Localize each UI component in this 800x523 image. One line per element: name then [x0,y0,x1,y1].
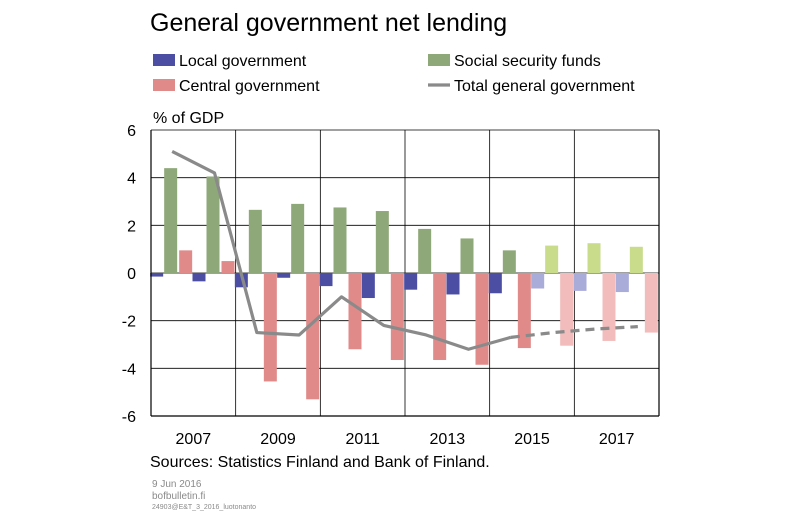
footer-date: 9 Jun 2016 [152,479,202,490]
bar-social-security-funds-2007 [164,168,178,273]
bar-central-government-2010 [306,273,320,400]
bar-social-security-funds-2011 [333,207,347,273]
legend-swatch-social-security-funds [428,54,450,66]
bar-central-government-2012 [390,273,404,360]
y-tick-label: 0 [127,266,136,283]
legend-swatch-local-government [153,54,175,66]
bar-central-government-2015 [517,273,531,349]
x-tick-label: 2011 [345,431,380,448]
legend-label-total-general-government: Total general government [454,78,635,95]
bar-social-security-funds-2009 [248,209,262,273]
bar-central-government-2009 [263,273,277,382]
bar-central-government-2017 [602,273,616,341]
source-note: Sources: Statistics Finland and Bank of … [150,454,490,471]
chart-title: General government net lending [150,9,507,37]
bar-social-security-funds-2016 [545,245,559,273]
bar-social-security-funds-2015 [502,250,516,273]
total-line-actual [171,150,512,351]
footer-code: 24903@E&T_3_2016_luotonanto [152,504,256,511]
bar-local-government-2017 [573,273,587,291]
x-tick-label: 2007 [176,431,212,448]
bar-social-security-funds-2012 [375,211,389,273]
bar-central-government-2013 [433,273,447,360]
bar-local-government-2008 [192,273,206,282]
bar-local-government-2013 [404,273,418,290]
bar-social-security-funds-2014 [460,238,474,273]
y-tick-label: -6 [122,409,136,426]
legend-swatch-central-government [153,79,175,91]
x-tick-label: 2015 [514,431,550,448]
x-tick-label: 2017 [599,431,635,448]
bar-social-security-funds-2013 [418,228,432,273]
y-axis-unit-label: % of GDP [153,110,224,127]
legend-label-local-government: Local government [179,53,307,70]
total-line-group [171,150,638,351]
bar-local-government-2010 [277,273,291,278]
bar-local-government-2015 [488,273,502,294]
footer-site: bofbulletin.fi [152,491,205,502]
x-tick-labels: 2007 2009 2011 2013 2015 2017 [176,431,635,448]
y-tick-labels: 6 4 2 0 -2 -4 -6 [122,123,136,426]
y-tick-label: 6 [127,123,136,140]
bar-local-government-2016 [531,273,545,289]
legend-label-central-government: Central government [179,78,320,95]
y-tick-label: -2 [122,314,136,331]
total-line-forecast [510,325,638,339]
bar-central-government-2011 [348,273,362,350]
bar-social-security-funds-2010 [291,203,305,273]
bar-social-security-funds-2017 [587,243,601,273]
bar-local-government-2012 [361,273,375,299]
bar-local-government-2014 [446,273,460,295]
bar-local-government-2011 [319,273,333,287]
bar-social-security-funds-2008 [206,176,220,273]
bar-central-government-2007 [179,250,193,273]
bar-central-government-2008 [221,261,235,273]
bar-social-security-funds-2018 [629,246,643,273]
x-tick-label: 2009 [260,431,296,448]
axes [150,130,660,417]
bar-local-government-2018 [615,273,629,293]
bar-central-government-2014 [475,273,489,365]
y-tick-label: 2 [127,218,136,235]
legend: Local government Social security funds Cen… [153,53,635,95]
legend-label-social-security-funds: Social security funds [454,53,601,70]
x-tick-label: 2013 [430,431,466,448]
y-tick-label: -4 [122,361,136,378]
y-tick-label: 4 [127,171,136,188]
bar-local-government-2007 [150,273,164,277]
bars [150,168,658,400]
bar-central-government-2018 [644,273,658,333]
bar-central-government-2016 [560,273,574,346]
